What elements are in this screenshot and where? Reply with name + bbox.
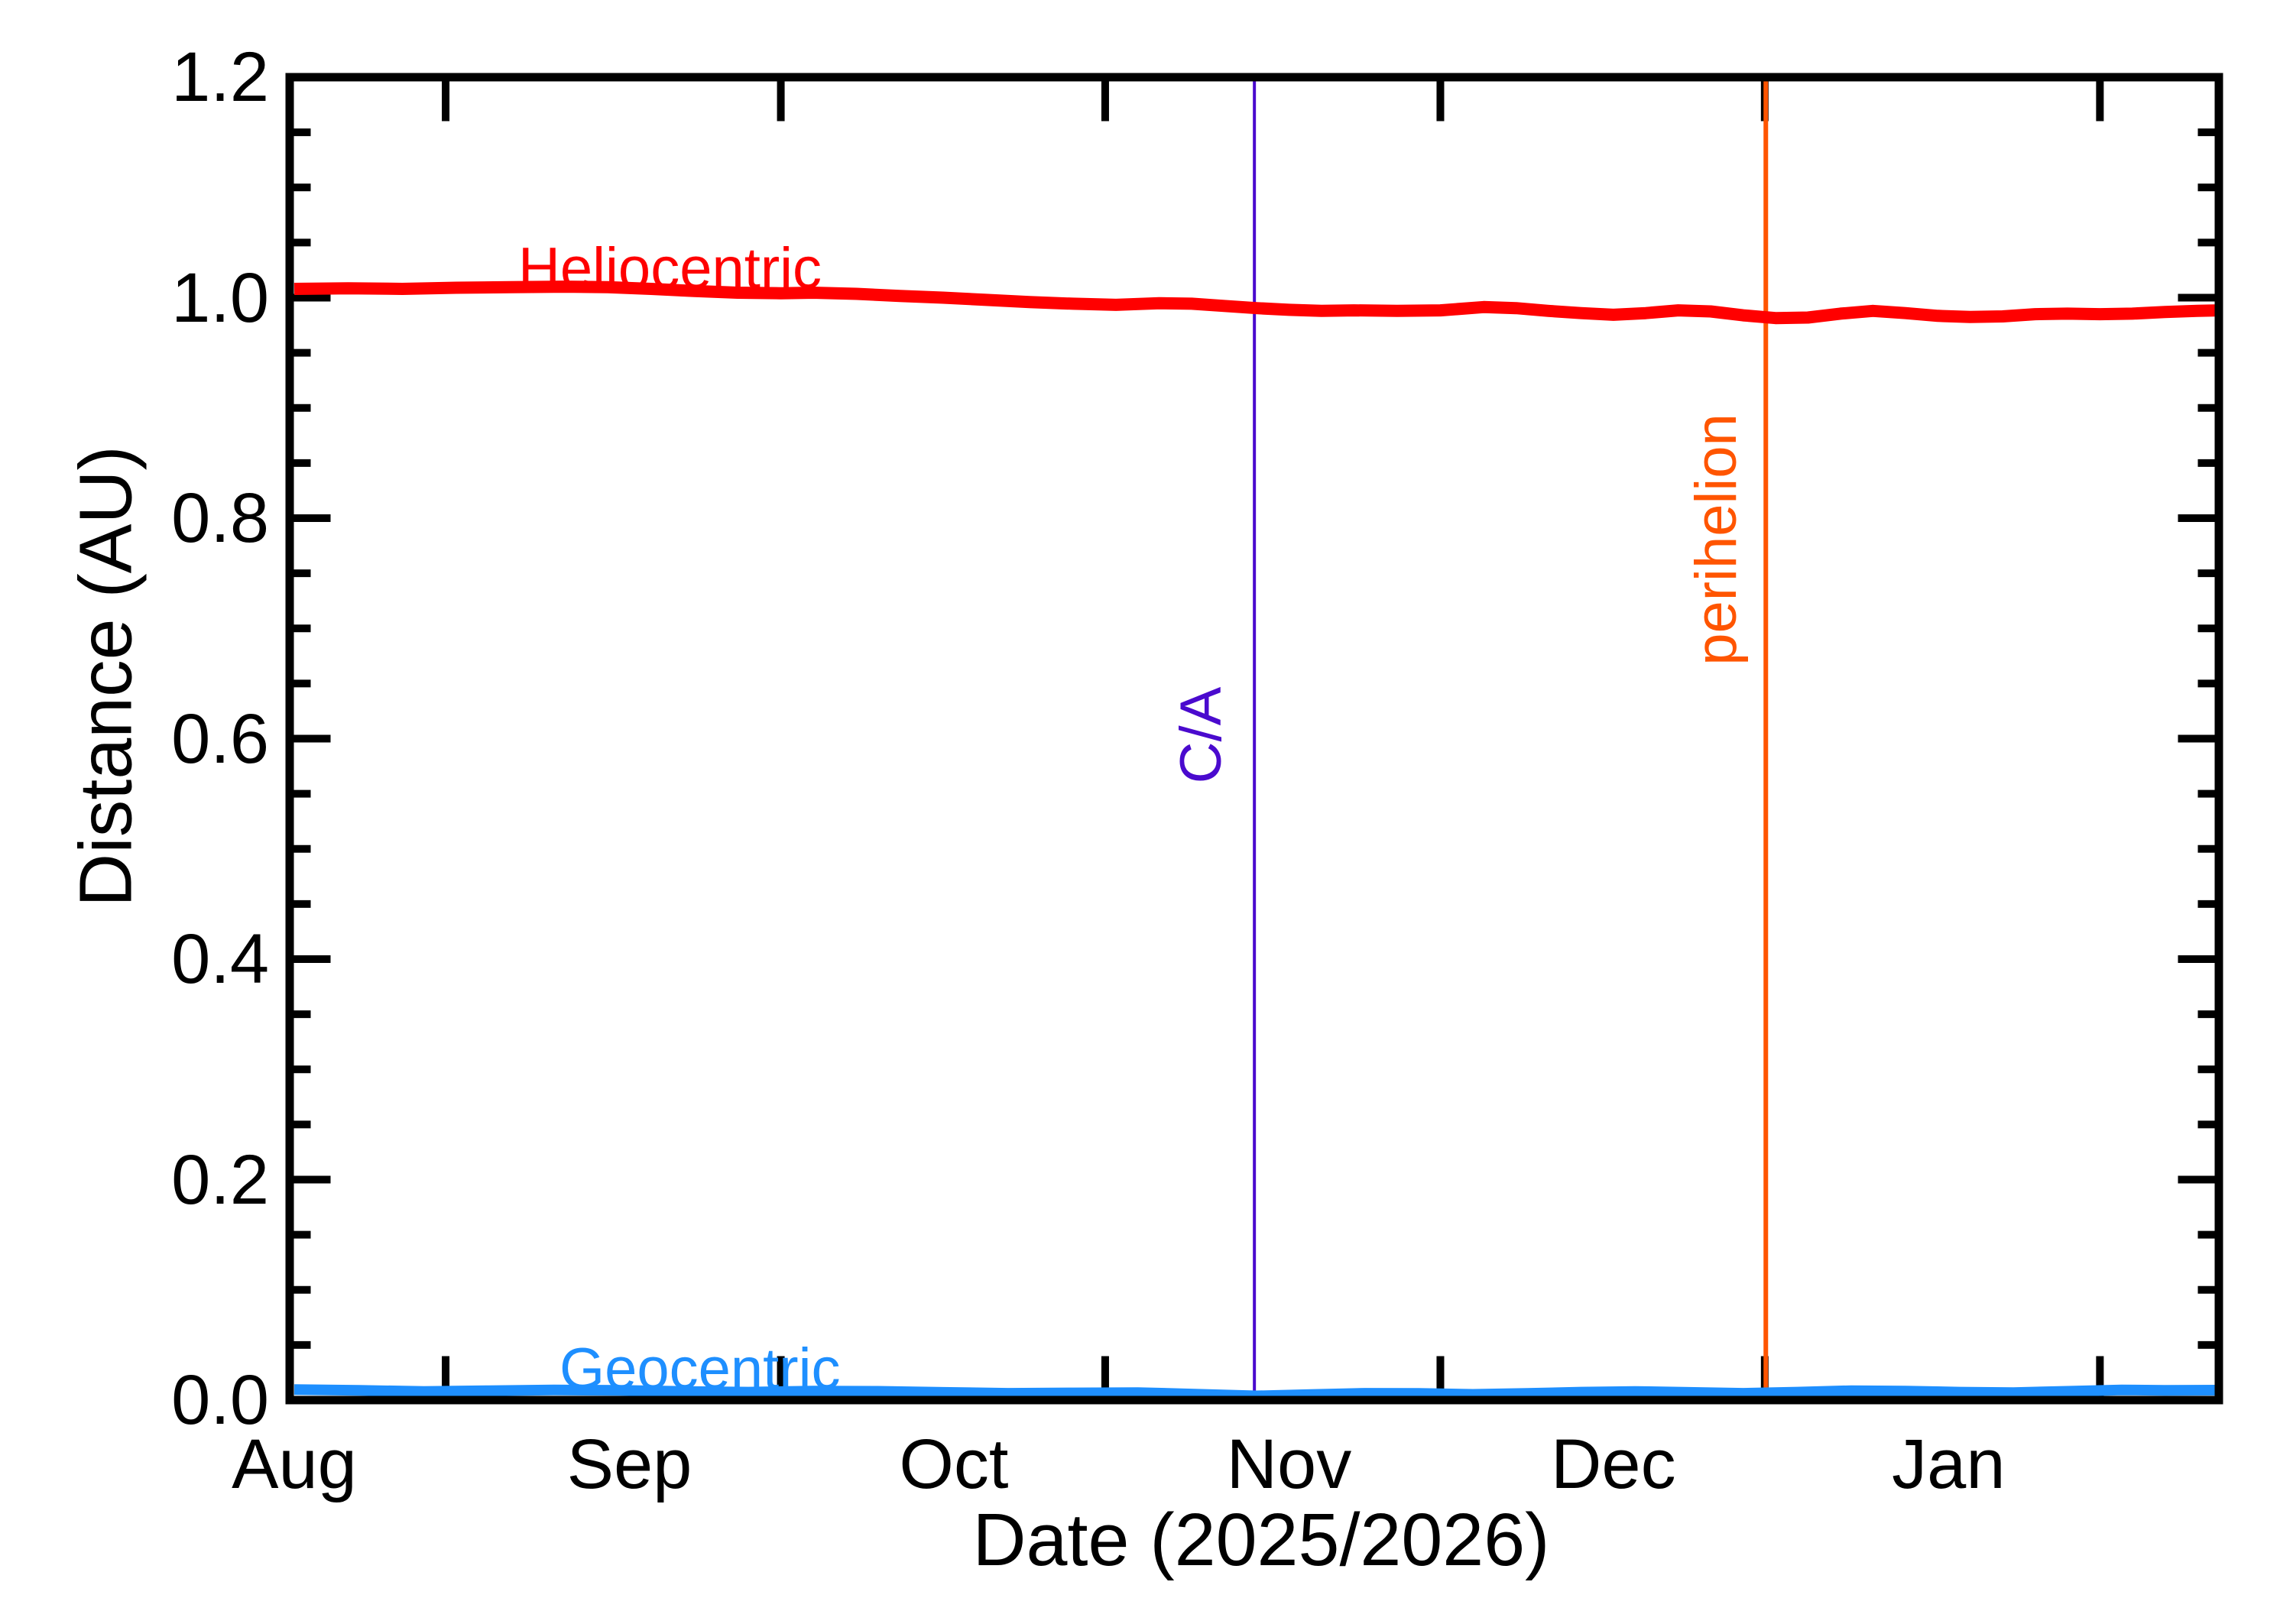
- y-tick-label-0.6: 0.6: [171, 699, 269, 778]
- heliocentric-series-line: [294, 280, 2220, 325]
- x-tick-label-jan: Jan: [1892, 1425, 2006, 1503]
- y-tick-label-0.0: 0.0: [171, 1361, 269, 1439]
- x-axis-title: Date (2025/2026): [972, 1498, 1550, 1581]
- y-tick-label-1.0: 1.0: [171, 258, 269, 337]
- y-tick-label-0.2: 0.2: [171, 1140, 269, 1219]
- plot-frame: [285, 73, 2223, 1405]
- x-tick-label-dec: Dec: [1550, 1425, 1676, 1503]
- x-tick-label-oct: Oct: [899, 1425, 1009, 1503]
- geocentric-curve-label: Geocentric: [559, 1337, 841, 1402]
- x-tick-label-nov: Nov: [1226, 1425, 1352, 1503]
- y-tick-label-1.2: 1.2: [171, 38, 269, 116]
- close-approach-label: C/A: [1169, 686, 1234, 784]
- x-tick-label-aug: Aug: [232, 1425, 357, 1503]
- heliocentric-curve-label: Heliocentric: [518, 236, 822, 301]
- perihelion-label: perihelion: [1684, 413, 1749, 666]
- geocentric-series-line: [294, 1384, 2220, 1402]
- x-tick-label-sep: Sep: [566, 1425, 692, 1503]
- y-tick-label-0.8: 0.8: [171, 479, 269, 557]
- y-tick-label-0.4: 0.4: [171, 920, 269, 998]
